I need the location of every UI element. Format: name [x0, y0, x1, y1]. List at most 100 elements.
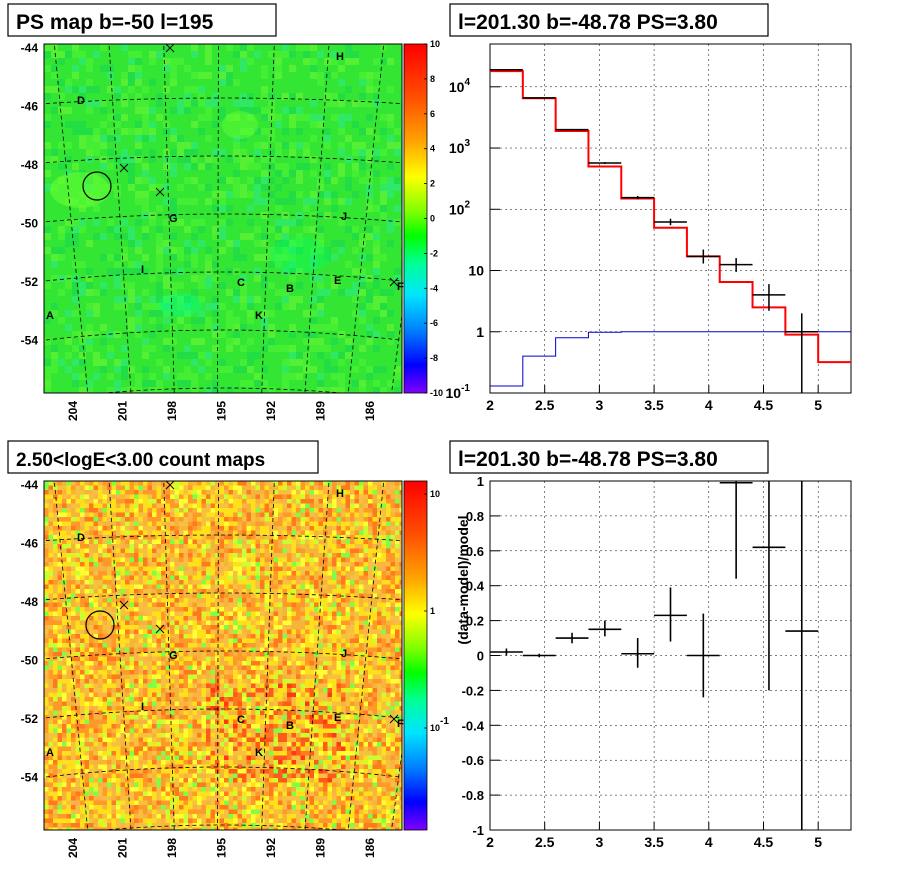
- map-cell: [305, 512, 310, 517]
- map-cell: [205, 373, 212, 380]
- map-cell: [219, 79, 226, 86]
- map-cell: [228, 512, 233, 517]
- map-cell: [149, 184, 156, 191]
- map-cell: [79, 219, 86, 226]
- map-cell: [75, 620, 80, 625]
- map-cell: [233, 575, 238, 580]
- map-cell: [394, 387, 401, 393]
- map-cell: [100, 107, 107, 114]
- map-cell: [372, 670, 377, 675]
- map-cell: [116, 665, 121, 670]
- map-cell: [147, 647, 152, 652]
- map-cell: [210, 562, 215, 567]
- map-cell: [142, 191, 149, 198]
- map-cell: [314, 589, 319, 594]
- map-cell: [399, 517, 402, 522]
- map-cell: [116, 598, 121, 603]
- map-cell: [147, 602, 152, 607]
- map-cell: [170, 625, 175, 630]
- map-cell: [233, 701, 238, 706]
- map-cell: [114, 331, 121, 338]
- map-cell: [48, 481, 53, 486]
- map-cell: [201, 611, 206, 616]
- map-cell: [300, 584, 305, 589]
- map-cell: [57, 485, 62, 490]
- map-cell: [345, 670, 350, 675]
- map-cell: [269, 602, 274, 607]
- map-cell: [116, 512, 121, 517]
- map-cell: [269, 557, 274, 562]
- map-cell: [332, 598, 337, 603]
- map-cell: [206, 499, 211, 504]
- map-cell: [242, 548, 247, 553]
- map-cell: [163, 303, 170, 310]
- y-tick-label: 1: [476, 324, 484, 340]
- map-cell: [323, 562, 328, 567]
- map-cell: [177, 156, 184, 163]
- map-cell: [44, 679, 49, 684]
- map-cell: [165, 539, 170, 544]
- map-cell: [359, 282, 366, 289]
- map-cell: [177, 247, 184, 254]
- map-cell: [359, 607, 364, 612]
- map-cell: [152, 602, 157, 607]
- map-cell: [107, 706, 112, 711]
- map-cell: [107, 697, 112, 702]
- map-cell: [381, 562, 386, 567]
- map-cell: [399, 571, 402, 576]
- map-cell: [372, 607, 377, 612]
- map-cell: [287, 512, 292, 517]
- map-cell: [201, 521, 206, 526]
- map-cell: [399, 643, 402, 648]
- map-cell: [129, 611, 134, 616]
- map-cell: [215, 679, 220, 684]
- x-tick-label: 195: [215, 401, 229, 421]
- map-cell: [363, 638, 368, 643]
- map-cell: [66, 656, 71, 661]
- map-cell: [386, 643, 391, 648]
- map-cell: [255, 602, 260, 607]
- map-cell: [57, 593, 62, 598]
- map-cell: [386, 589, 391, 594]
- map-cell: [135, 72, 142, 79]
- map-cell: [354, 499, 359, 504]
- map-cell: [163, 345, 170, 352]
- map-cell: [156, 562, 161, 567]
- map-cell: [359, 481, 364, 486]
- map-cell: [143, 481, 148, 486]
- map-cell: [188, 629, 193, 634]
- map-cell: [84, 526, 89, 531]
- map-cell: [275, 240, 282, 247]
- map-cell: [309, 602, 314, 607]
- map-cell: [300, 593, 305, 598]
- map-cell: [233, 692, 238, 697]
- map-cell: [251, 674, 256, 679]
- map-cell: [62, 503, 67, 508]
- map-cell: [210, 616, 215, 621]
- map-cell: [289, 51, 296, 58]
- map-cell: [111, 643, 116, 648]
- map-cell: [84, 499, 89, 504]
- map-cell: [102, 715, 107, 720]
- map-cell: [44, 490, 49, 495]
- map-cell: [237, 652, 242, 657]
- map-cell: [287, 539, 292, 544]
- map-cell: [282, 638, 287, 643]
- map-cell: [395, 692, 400, 697]
- map-cell: [100, 366, 107, 373]
- map-cell: [260, 670, 265, 675]
- map-cell: [138, 598, 143, 603]
- map-cell: [66, 589, 71, 594]
- map-cell: [278, 701, 283, 706]
- map-cell: [309, 688, 314, 693]
- map-cell: [107, 508, 112, 513]
- map-cell: [72, 219, 79, 226]
- map-cell: [183, 683, 188, 688]
- map-cell: [237, 535, 242, 540]
- map-cell: [89, 688, 94, 693]
- map-cell: [192, 494, 197, 499]
- map-cell: [79, 121, 86, 128]
- map-cell: [269, 679, 274, 684]
- map-cell: [170, 205, 177, 212]
- map-cell: [377, 688, 382, 693]
